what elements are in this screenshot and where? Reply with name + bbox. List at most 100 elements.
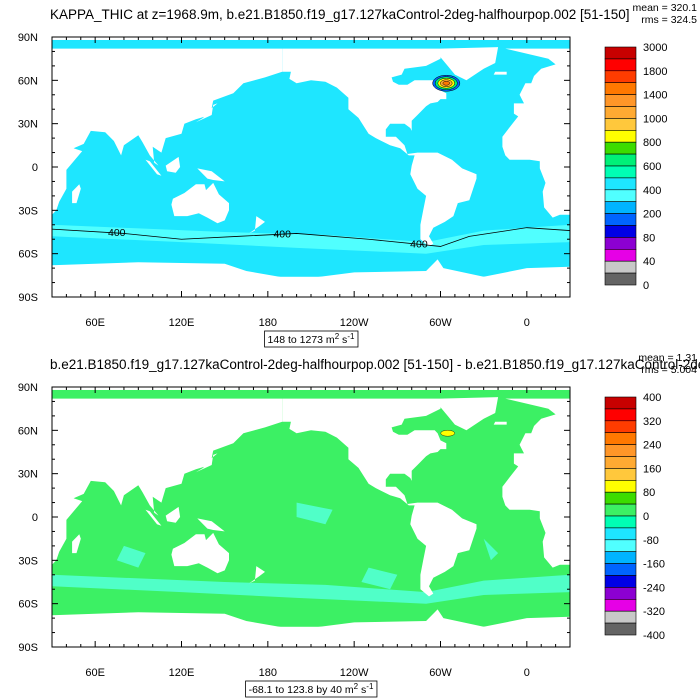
lon-label: 120W xyxy=(340,317,369,329)
colorbar-box xyxy=(604,260,637,274)
colorbar-box xyxy=(604,598,637,612)
lat-label: 90S xyxy=(18,642,38,654)
colorbar-box xyxy=(604,249,637,262)
lat-label: 60S xyxy=(18,599,38,611)
lat-label: 90N xyxy=(18,382,38,394)
land xyxy=(502,398,570,568)
rms-label: rms = 324.5 xyxy=(641,14,697,26)
contour-label: 400 xyxy=(410,239,428,251)
colorbar-box xyxy=(604,201,637,214)
anomaly-patch xyxy=(483,538,499,561)
colorbar-box xyxy=(604,189,637,203)
map-panel: b.e21.B1850.f19_g17.127kaControl-2deg-ha… xyxy=(18,352,700,698)
colorbar-box xyxy=(604,456,637,469)
colorbar-box xyxy=(604,468,637,481)
colorbar-box xyxy=(604,272,637,286)
range-sup: -1 xyxy=(347,332,355,341)
range-box xyxy=(245,680,378,698)
contour-label: 400 xyxy=(108,227,126,239)
lon-label: 120E xyxy=(169,667,195,679)
hotspot xyxy=(442,80,450,86)
colorbar-label: -80 xyxy=(643,535,659,547)
lon-label: 0 xyxy=(524,667,530,679)
range-label: -68.1 to 123.8 by 40 m2 s-1 xyxy=(249,682,374,696)
colorbar-box xyxy=(604,106,637,119)
land xyxy=(249,566,265,584)
lon-label: 60E xyxy=(85,667,105,679)
colorbar-box xyxy=(604,213,637,226)
land xyxy=(72,534,81,554)
contour-label: 400 xyxy=(273,228,291,240)
land xyxy=(282,398,477,597)
colorbar-box xyxy=(604,432,637,445)
land xyxy=(197,168,225,182)
colorbar-box xyxy=(604,177,637,191)
land xyxy=(145,159,162,176)
land xyxy=(440,47,499,81)
colorbar-label: 40 xyxy=(643,256,655,268)
colorbar-box xyxy=(604,118,637,131)
lat-label: 30N xyxy=(18,469,38,481)
range-sup: -1 xyxy=(366,682,374,691)
lat-label: 60N xyxy=(18,75,38,87)
anomaly-patch xyxy=(116,545,146,568)
contour-line xyxy=(51,227,571,247)
colorbar-box xyxy=(604,539,637,552)
colorbar-box xyxy=(604,515,637,529)
colorbar-label: 200 xyxy=(643,209,661,221)
range-box xyxy=(264,330,359,348)
colorbar-box xyxy=(604,58,637,72)
land xyxy=(52,259,570,297)
colorbar-label: -160 xyxy=(643,559,665,571)
range-sup: 2 xyxy=(354,682,359,691)
colorbar-label: -320 xyxy=(643,606,665,618)
mean-label: mean = 320.1 xyxy=(632,2,697,14)
colorbar-box xyxy=(604,563,637,576)
land xyxy=(440,397,499,431)
lat-label: 60S xyxy=(18,249,38,261)
colorbar-box xyxy=(604,70,637,84)
range-sup: 2 xyxy=(335,332,340,341)
land xyxy=(502,48,570,218)
lat-label: 30S xyxy=(18,555,38,567)
colorbar-box xyxy=(604,575,637,588)
colorbar-label: 1000 xyxy=(643,113,667,125)
colorbar-box xyxy=(604,610,637,624)
colorbar-box xyxy=(604,225,637,238)
lat-label: 60N xyxy=(18,425,38,437)
lat-label: 0 xyxy=(32,512,38,524)
range-text: -68.1 to 123.8 by 40 m xyxy=(249,684,354,696)
colorbar-box xyxy=(604,479,637,493)
lon-label: 180 xyxy=(259,667,277,679)
range-unit: s xyxy=(358,684,366,696)
land xyxy=(52,609,570,647)
lon-label: 120W xyxy=(340,667,369,679)
colorbar-box xyxy=(604,491,637,505)
land xyxy=(282,48,477,247)
colorbar-box xyxy=(604,46,637,60)
colorbar-label: 320 xyxy=(643,416,661,428)
lon-label: 180 xyxy=(259,317,277,329)
colorbar-label: 800 xyxy=(643,137,661,149)
colorbar-label: 3000 xyxy=(643,42,667,54)
colorbar-box xyxy=(604,153,637,167)
lat-label: 30S xyxy=(18,205,38,217)
land xyxy=(195,453,218,473)
land xyxy=(171,182,229,224)
colorbar-box xyxy=(604,141,637,155)
anomaly-patch xyxy=(361,567,398,590)
colorbar-label: 400 xyxy=(643,392,661,404)
colorbar-box xyxy=(604,396,637,410)
range-text: 148 to 1273 m xyxy=(268,334,335,346)
land xyxy=(195,103,218,123)
land xyxy=(197,518,225,532)
colorbar-box xyxy=(604,551,637,564)
colorbar-label: -400 xyxy=(643,630,665,642)
hotspot xyxy=(440,430,455,437)
rms-label: rms = 5.004 xyxy=(641,364,697,376)
land xyxy=(171,532,229,574)
lat-label: 90S xyxy=(18,292,38,304)
colorbar-box xyxy=(604,130,637,143)
colorbar-label: 240 xyxy=(643,440,661,452)
